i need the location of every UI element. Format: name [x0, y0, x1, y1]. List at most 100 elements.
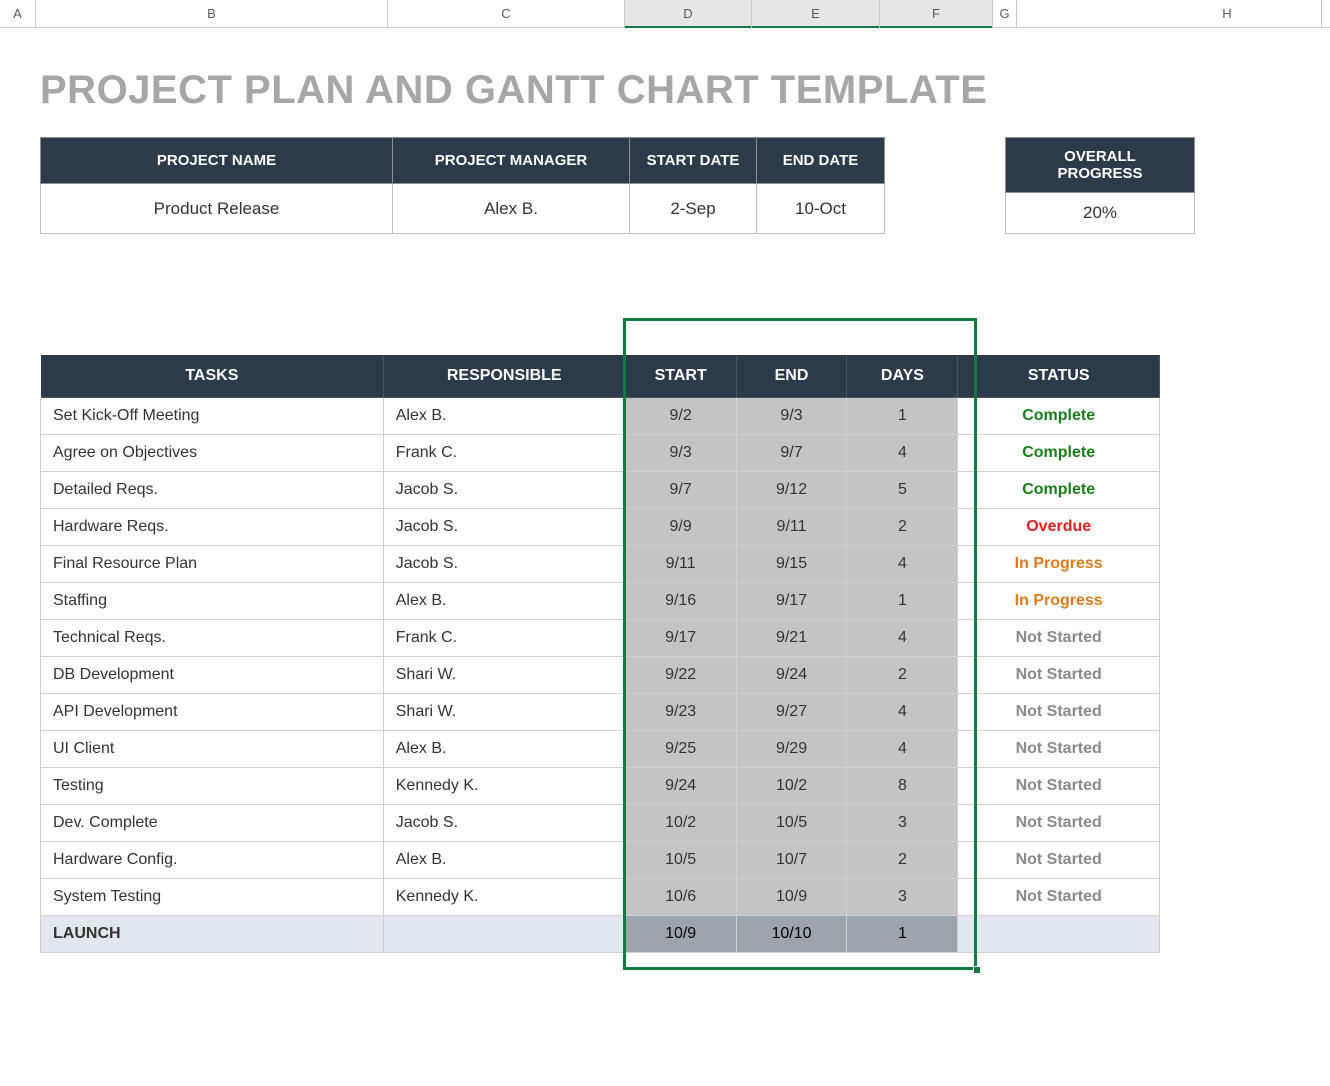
cell-end[interactable]: 10/10 — [736, 916, 847, 953]
table-row[interactable]: TestingKennedy K.9/2410/28Not Started — [41, 768, 1160, 805]
cell-task[interactable]: Agree on Objectives — [41, 435, 384, 472]
cell-start[interactable]: 9/23 — [625, 694, 736, 731]
cell-days[interactable]: 5 — [847, 472, 958, 509]
cell-end[interactable]: 9/3 — [736, 398, 847, 435]
cell-end[interactable]: 9/17 — [736, 583, 847, 620]
cell-days[interactable]: 1 — [847, 916, 958, 953]
cell-start[interactable]: 9/16 — [625, 583, 736, 620]
column-header-B[interactable]: B — [36, 0, 388, 27]
cell-status[interactable]: In Progress — [958, 583, 1160, 620]
cell-task[interactable]: Hardware Config. — [41, 842, 384, 879]
cell-task[interactable]: UI Client — [41, 731, 384, 768]
cell-task[interactable]: Hardware Reqs. — [41, 509, 384, 546]
cell-resp[interactable] — [383, 916, 625, 953]
cell-end[interactable]: 9/21 — [736, 620, 847, 657]
table-row[interactable]: LAUNCH10/910/101 — [41, 916, 1160, 953]
cell-resp[interactable]: Kennedy K. — [383, 879, 625, 916]
cell-resp[interactable]: Alex B. — [383, 731, 625, 768]
cell-status[interactable]: Not Started — [958, 842, 1160, 879]
cell-end[interactable]: 9/29 — [736, 731, 847, 768]
cell-resp[interactable]: Kennedy K. — [383, 768, 625, 805]
cell-days[interactable]: 4 — [847, 731, 958, 768]
tasks-table[interactable]: TASKSRESPONSIBLESTARTENDDAYSSTATUSSet Ki… — [40, 354, 1160, 953]
cell-resp[interactable]: Alex B. — [383, 398, 625, 435]
cell-days[interactable]: 4 — [847, 694, 958, 731]
cell-status[interactable]: Not Started — [958, 768, 1160, 805]
cell-end[interactable]: 10/2 — [736, 768, 847, 805]
table-row[interactable]: UI ClientAlex B.9/259/294Not Started — [41, 731, 1160, 768]
cell-end[interactable]: 9/15 — [736, 546, 847, 583]
cell-resp[interactable]: Jacob S. — [383, 805, 625, 842]
cell-days[interactable]: 1 — [847, 398, 958, 435]
cell-task[interactable]: Set Kick-Off Meeting — [41, 398, 384, 435]
cell-resp[interactable]: Alex B. — [383, 583, 625, 620]
column-header-strip[interactable]: ABCDEFGH — [0, 0, 1330, 28]
cell-resp[interactable]: Jacob S. — [383, 546, 625, 583]
cell-resp[interactable]: Jacob S. — [383, 509, 625, 546]
summary-cell[interactable]: Alex B. — [393, 184, 630, 234]
summary-cell[interactable]: 2-Sep — [630, 184, 757, 234]
cell-task[interactable]: Final Resource Plan — [41, 546, 384, 583]
column-header-E[interactable]: E — [752, 0, 880, 27]
cell-end[interactable]: 10/5 — [736, 805, 847, 842]
cell-start[interactable]: 9/17 — [625, 620, 736, 657]
cell-status[interactable]: Not Started — [958, 879, 1160, 916]
column-header-C[interactable]: C — [388, 0, 625, 27]
table-row[interactable]: System TestingKennedy K.10/610/93Not Sta… — [41, 879, 1160, 916]
cell-start[interactable]: 9/3 — [625, 435, 736, 472]
cell-days[interactable]: 3 — [847, 805, 958, 842]
table-row[interactable]: StaffingAlex B.9/169/171In Progress — [41, 583, 1160, 620]
cell-task[interactable]: Detailed Reqs. — [41, 472, 384, 509]
cell-end[interactable]: 9/27 — [736, 694, 847, 731]
cell-task[interactable]: Technical Reqs. — [41, 620, 384, 657]
table-row[interactable]: Agree on ObjectivesFrank C.9/39/74Comple… — [41, 435, 1160, 472]
table-row[interactable]: Final Resource PlanJacob S.9/119/154In P… — [41, 546, 1160, 583]
column-header-F[interactable]: F — [880, 0, 993, 27]
table-row[interactable]: Set Kick-Off MeetingAlex B.9/29/31Comple… — [41, 398, 1160, 435]
cell-days[interactable]: 4 — [847, 620, 958, 657]
column-header-G[interactable]: G — [993, 0, 1017, 27]
table-row[interactable]: DB DevelopmentShari W.9/229/242Not Start… — [41, 657, 1160, 694]
project-summary-table[interactable]: PROJECT NAMEPROJECT MANAGERSTART DATEEND… — [40, 137, 885, 234]
cell-days[interactable]: 8 — [847, 768, 958, 805]
cell-start[interactable]: 9/24 — [625, 768, 736, 805]
summary-cell[interactable]: Product Release — [41, 184, 393, 234]
cell-end[interactable]: 10/9 — [736, 879, 847, 916]
cell-start[interactable]: 10/6 — [625, 879, 736, 916]
overall-progress-table[interactable]: OVERALL PROGRESS20% — [1005, 137, 1195, 234]
cell-task[interactable]: Staffing — [41, 583, 384, 620]
cell-days[interactable]: 3 — [847, 879, 958, 916]
cell-resp[interactable]: Frank C. — [383, 435, 625, 472]
summary-cell[interactable]: 10-Oct — [757, 184, 885, 234]
column-header-D[interactable]: D — [625, 0, 752, 27]
cell-status[interactable]: Overdue — [958, 509, 1160, 546]
cell-task[interactable]: Testing — [41, 768, 384, 805]
cell-task[interactable]: API Development — [41, 694, 384, 731]
cell-status[interactable]: Not Started — [958, 694, 1160, 731]
cell-task[interactable]: LAUNCH — [41, 916, 384, 953]
cell-resp[interactable]: Shari W. — [383, 694, 625, 731]
progress-value[interactable]: 20% — [1006, 193, 1195, 234]
cell-status[interactable]: Not Started — [958, 805, 1160, 842]
table-row[interactable]: Dev. CompleteJacob S.10/210/53Not Starte… — [41, 805, 1160, 842]
table-row[interactable]: Hardware Config.Alex B.10/510/72Not Star… — [41, 842, 1160, 879]
cell-end[interactable]: 9/24 — [736, 657, 847, 694]
cell-resp[interactable]: Frank C. — [383, 620, 625, 657]
cell-status[interactable]: Not Started — [958, 731, 1160, 768]
cell-status[interactable]: Complete — [958, 398, 1160, 435]
cell-task[interactable]: Dev. Complete — [41, 805, 384, 842]
cell-task[interactable]: System Testing — [41, 879, 384, 916]
cell-task[interactable]: DB Development — [41, 657, 384, 694]
column-header-A[interactable]: A — [0, 0, 36, 27]
cell-status[interactable]: Complete — [958, 472, 1160, 509]
cell-start[interactable]: 9/25 — [625, 731, 736, 768]
cell-start[interactable]: 9/11 — [625, 546, 736, 583]
table-row[interactable]: Hardware Reqs.Jacob S.9/99/112Overdue — [41, 509, 1160, 546]
cell-start[interactable]: 9/22 — [625, 657, 736, 694]
cell-status[interactable]: In Progress — [958, 546, 1160, 583]
cell-end[interactable]: 9/12 — [736, 472, 847, 509]
cell-status[interactable]: Not Started — [958, 657, 1160, 694]
cell-days[interactable]: 2 — [847, 509, 958, 546]
cell-start[interactable]: 9/2 — [625, 398, 736, 435]
cell-start[interactable]: 9/7 — [625, 472, 736, 509]
